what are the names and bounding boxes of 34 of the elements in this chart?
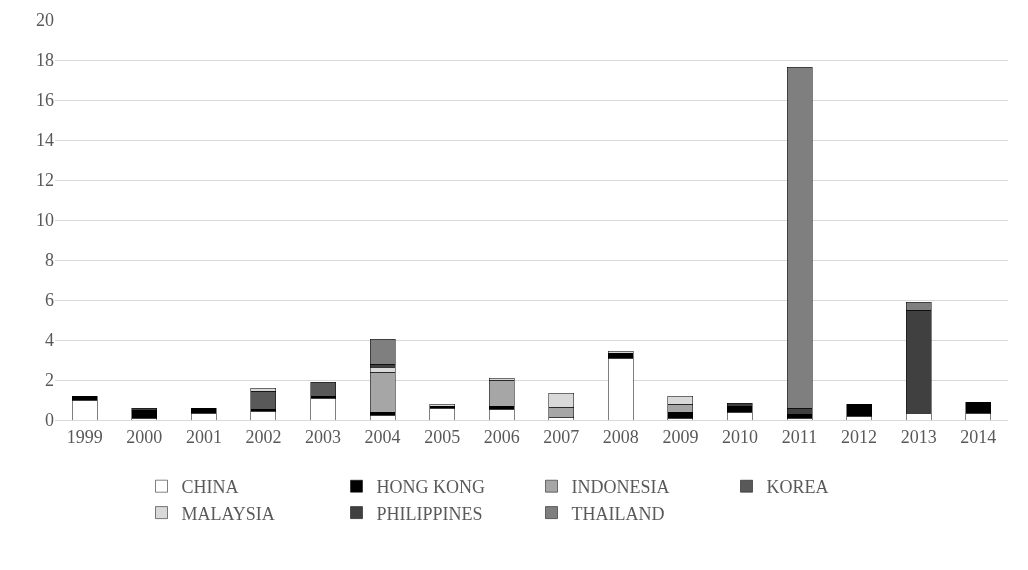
legend-label: KOREA <box>766 477 829 498</box>
x-tick-label: 2004 <box>364 426 401 447</box>
x-tick-label: 2007 <box>543 426 580 447</box>
x-tick-label: 2009 <box>662 426 699 447</box>
legend-label: HONG KONG <box>376 477 485 498</box>
y-tick-label: 4 <box>45 330 54 351</box>
x-tick-label: 2012 <box>841 426 878 447</box>
x-tick-label: 2005 <box>424 426 461 447</box>
x-tick-label: 2011 <box>781 426 818 447</box>
legend-label: CHINA <box>181 477 239 498</box>
x-tick-label: 2002 <box>245 426 282 447</box>
legend-label: PHILIPPINES <box>376 503 483 524</box>
y-tick-label: 10 <box>36 210 54 231</box>
y-tick-label: 16 <box>36 90 54 111</box>
x-tick-label: 2003 <box>305 426 342 447</box>
y-tick-label: 14 <box>36 130 54 151</box>
x-tick-label: 1999 <box>66 426 103 447</box>
x-tick-label: 2013 <box>900 426 937 447</box>
x-tick-label: 2008 <box>602 426 639 447</box>
y-tick-label: 0 <box>45 410 54 431</box>
x-tick-label: 2001 <box>185 426 222 447</box>
y-tick-label: 6 <box>45 290 54 311</box>
y-tick-label: 18 <box>36 50 54 71</box>
x-tick-label: 2014 <box>960 426 997 447</box>
legend-label: MALAYSIA <box>181 503 275 524</box>
x-tick-label: 2006 <box>483 426 520 447</box>
y-tick-label: 12 <box>36 170 54 191</box>
x-tick-label: 2000 <box>126 426 163 447</box>
legend-label: INDONESIA <box>571 477 670 498</box>
x-tick-label: 2010 <box>721 426 758 447</box>
y-tick-label: 20 <box>36 10 54 31</box>
y-tick-label: 2 <box>45 370 54 391</box>
legend-label: THAILAND <box>571 503 665 524</box>
y-tick-label: 8 <box>45 250 54 271</box>
